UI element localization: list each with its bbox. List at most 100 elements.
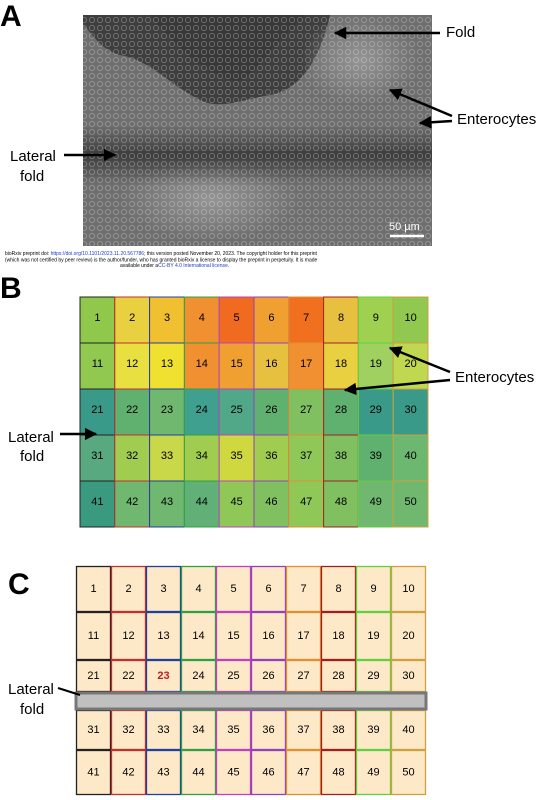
grid-cell: [75, 611, 112, 661]
heatmap-cell: [114, 342, 151, 390]
notice-text: ; this version posted November 20, 2023.…: [144, 251, 317, 257]
cell-number: 44: [192, 766, 204, 778]
cell-number: 7: [300, 583, 306, 595]
cell-number: 33: [161, 450, 173, 462]
cell-number: 21: [87, 670, 99, 682]
cell-number: 26: [262, 670, 274, 682]
panel-label: A: [0, 0, 22, 33]
heatmap-cell: [357, 342, 394, 390]
lateral-fold-bar: [74, 691, 428, 711]
heatmap-cell: [218, 480, 255, 528]
heatmap-cell: [357, 434, 394, 482]
grid-cell: [355, 611, 392, 661]
cell-number: 48: [335, 496, 347, 508]
cell-number: 29: [370, 404, 382, 416]
grid-cell: [180, 749, 217, 796]
cell-number: 31: [91, 450, 103, 462]
preprint-notice: available under aCC-BY 4.0 International…: [120, 263, 229, 269]
cell-number: 37: [300, 450, 312, 462]
pointer-line: [57, 687, 81, 696]
heatmap-cell: [288, 434, 325, 482]
cell-number: 44: [196, 496, 208, 508]
grid-cell: [145, 749, 182, 796]
grid-cell: [215, 565, 252, 613]
heatmap-cell: [253, 388, 290, 436]
lateral-fold-label: fold: [20, 701, 44, 718]
lateral-fold-label: Lateral: [8, 681, 54, 698]
cell-number: 39: [367, 724, 379, 736]
cell-number: 27: [300, 404, 312, 416]
cell-number: 36: [262, 724, 274, 736]
cell-number: 39: [370, 450, 382, 462]
grid-cell: [285, 565, 322, 613]
cell-number: 36: [265, 450, 277, 462]
cell-number: 9: [370, 583, 376, 595]
cell-number: 14: [192, 630, 204, 642]
panel-label: C: [8, 568, 30, 601]
cell-number: 38: [332, 724, 344, 736]
grid-cell: [355, 659, 392, 693]
heatmap-cell: [288, 480, 325, 528]
cell-number: 12: [126, 358, 138, 370]
grid-cell: [75, 565, 112, 613]
doi-link[interactable]: https://doi.org/10.1101/2023.11.20.56778…: [51, 251, 145, 257]
cell-number: 47: [300, 496, 312, 508]
cell-number: 3: [164, 312, 170, 324]
grid-cell: [75, 749, 112, 796]
grid-cell: [215, 709, 252, 751]
lateral-fold-label: Lateral: [8, 429, 54, 446]
cell-number: 20: [402, 630, 414, 642]
heatmap-cell: [323, 480, 359, 528]
grid-cell: [110, 611, 147, 661]
heatmap-cell: [183, 296, 220, 344]
heatmap-cell: [392, 434, 429, 482]
license-link[interactable]: CC-BY 4.0 International license: [158, 263, 228, 269]
grid-cell: [250, 659, 287, 693]
cell-number: 42: [122, 766, 134, 778]
heatmap-cell: [392, 480, 429, 528]
heatmap-cell: [218, 342, 255, 390]
cell-number: 32: [126, 450, 138, 462]
heatmap-cell: [79, 296, 116, 344]
cell-number: 46: [265, 496, 277, 508]
cell-number: 35: [227, 724, 239, 736]
grid-cell: [250, 565, 287, 613]
cell-number: 8: [335, 583, 341, 595]
notice-text: .: [228, 263, 229, 269]
grid-cell: [180, 611, 217, 661]
cell-number: 11: [88, 630, 99, 642]
grid-cell: [215, 611, 252, 661]
cell-number: 48: [332, 766, 344, 778]
cell-number: 43: [157, 766, 169, 778]
cell-number: 23: [157, 670, 169, 682]
grid-cell: [180, 659, 217, 693]
cell-number: 49: [367, 766, 379, 778]
cell-number: 17: [297, 630, 309, 642]
panel-label: B: [0, 272, 22, 305]
lateral-fold-label: fold: [20, 168, 44, 185]
grid-cell: [285, 611, 322, 661]
cell-number: 41: [91, 496, 103, 508]
grid-cell: [215, 749, 252, 796]
cell-number: 8: [338, 312, 344, 324]
cell-number: 45: [227, 766, 239, 778]
cell-number: 1: [90, 583, 96, 595]
cell-number: 29: [367, 670, 379, 682]
cell-number: 6: [265, 583, 271, 595]
heatmap-cell: [149, 480, 185, 528]
enterocytes-label: Enterocytes: [455, 369, 534, 386]
grid-cell: [390, 749, 427, 796]
preprint-notice: (which was not certified by peer review)…: [5, 257, 318, 263]
grid-cell: [110, 565, 147, 613]
cell-number: 4: [195, 583, 201, 595]
cell-number: 30: [404, 404, 416, 416]
cell-number: 22: [122, 670, 134, 682]
cell-number: 25: [230, 404, 242, 416]
cell-number: 16: [265, 358, 277, 370]
grid-cell: [320, 611, 357, 661]
cell-number: 3: [160, 583, 166, 595]
scale-bar-label: 50 µm: [389, 221, 420, 233]
arrow: [343, 378, 451, 396]
arrow: [388, 346, 451, 374]
